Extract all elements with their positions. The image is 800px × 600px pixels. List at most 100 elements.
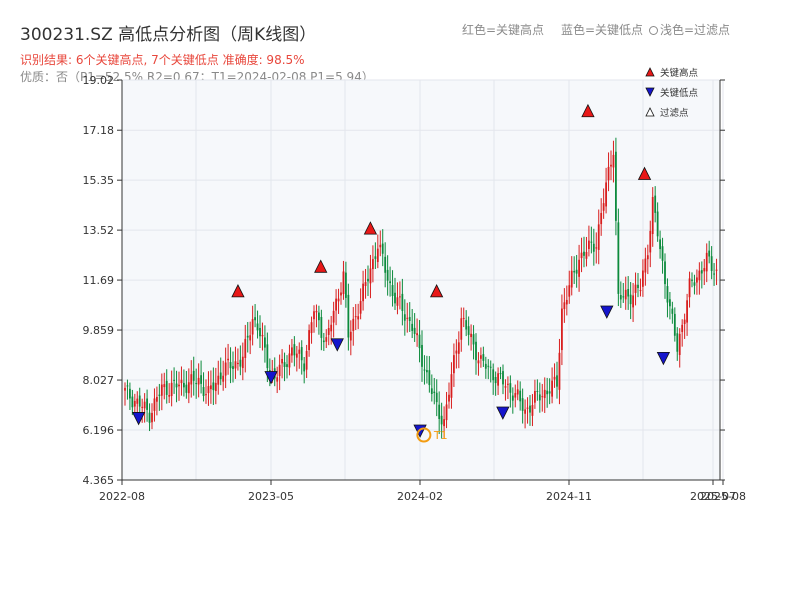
candle-body <box>214 382 217 392</box>
candle-body <box>362 283 364 302</box>
candle-body <box>205 394 207 396</box>
candle-body <box>200 375 202 384</box>
header-legend-light: 浅色=过滤点 <box>649 21 730 38</box>
candle-body <box>558 352 561 390</box>
candle-body <box>619 295 622 300</box>
y-tick-label: 17.18 <box>83 124 115 137</box>
candle-body <box>146 398 148 410</box>
candle-body <box>622 296 625 298</box>
candle-body <box>408 317 411 321</box>
candle-body <box>276 377 279 382</box>
candle-body <box>291 347 293 356</box>
candle-body <box>573 270 576 273</box>
candle-body <box>222 375 225 382</box>
candle-body <box>460 318 463 340</box>
y-tick-label: 9.859 <box>83 324 115 337</box>
candle-body <box>327 328 330 335</box>
candle-body <box>151 412 153 423</box>
candle-body <box>565 299 568 305</box>
candle-body <box>232 366 234 370</box>
candle-body <box>379 244 382 248</box>
candle-body <box>303 363 306 372</box>
candle-body <box>384 256 387 273</box>
candle-body <box>673 313 676 336</box>
candle-body <box>423 369 426 371</box>
x-tick-label: 2023-05 <box>248 490 294 503</box>
candle-body <box>156 396 158 402</box>
chart-title: 300231.SZ 高低点分析图（周K线图） <box>20 25 317 45</box>
candle-body <box>602 203 605 211</box>
candle-body <box>244 338 247 358</box>
candle-body <box>632 295 634 308</box>
hollow-circle-icon <box>649 26 658 35</box>
candle-body <box>669 299 671 307</box>
candle-body <box>492 369 495 381</box>
y-tick-label: 19.02 <box>83 74 115 87</box>
candle-body <box>696 277 698 283</box>
candle-body <box>551 380 553 397</box>
legend-marker <box>645 107 655 117</box>
candle-body <box>126 385 129 387</box>
candle-body <box>521 398 524 411</box>
candle-body <box>399 296 401 298</box>
candle-body <box>283 362 286 367</box>
candle-body <box>548 391 551 394</box>
candle-body <box>592 243 595 252</box>
candle-body <box>332 310 335 323</box>
candle-body <box>187 382 190 394</box>
candle-body <box>295 353 298 358</box>
candle-body <box>254 317 256 321</box>
candle-body <box>430 388 433 394</box>
candle-body <box>683 319 686 325</box>
candle-body <box>507 383 509 385</box>
candle-body <box>357 316 360 320</box>
candle-body <box>192 370 195 381</box>
candle-body <box>413 327 416 334</box>
candle-body <box>516 389 519 395</box>
candle-body <box>349 331 352 341</box>
candle-body <box>607 166 610 181</box>
candle-body <box>661 246 664 261</box>
candle-body <box>229 362 232 369</box>
candle-body <box>627 288 630 297</box>
candle-body <box>401 293 404 312</box>
key-high-marker <box>363 221 378 235</box>
candle-body <box>386 269 389 281</box>
candle-body <box>367 278 369 282</box>
candle-body <box>374 256 377 259</box>
candle-body <box>428 370 431 386</box>
candle-body <box>484 363 487 369</box>
candle-body <box>494 376 497 384</box>
candle-body <box>305 350 308 370</box>
candle-body <box>659 239 661 250</box>
candle-body <box>524 409 526 414</box>
candle-body <box>300 347 303 361</box>
candle-body <box>168 395 171 397</box>
candle-body <box>590 241 593 243</box>
candle-body <box>124 387 126 391</box>
candle-body <box>278 364 281 377</box>
candle-body <box>649 230 652 253</box>
candle-body <box>217 375 220 385</box>
candle-body <box>693 282 696 286</box>
y-tick-label: 13.52 <box>83 224 115 237</box>
candle-body <box>634 284 637 293</box>
candle-body <box>511 395 514 401</box>
candle-body <box>509 383 512 393</box>
candle-body <box>212 382 215 391</box>
candle-body <box>234 361 237 369</box>
candle-body <box>143 401 146 409</box>
candle-body <box>448 394 450 402</box>
candle-body <box>403 314 406 321</box>
candle-body <box>325 337 328 342</box>
candle-body <box>497 373 499 386</box>
candle-body <box>578 259 580 277</box>
key-low-marker <box>600 305 614 319</box>
candle-body <box>575 269 578 274</box>
candle-body <box>588 240 590 249</box>
candle-body <box>489 366 492 368</box>
candle-body <box>394 292 396 304</box>
candle-body <box>310 322 313 334</box>
candle-body <box>406 317 409 319</box>
